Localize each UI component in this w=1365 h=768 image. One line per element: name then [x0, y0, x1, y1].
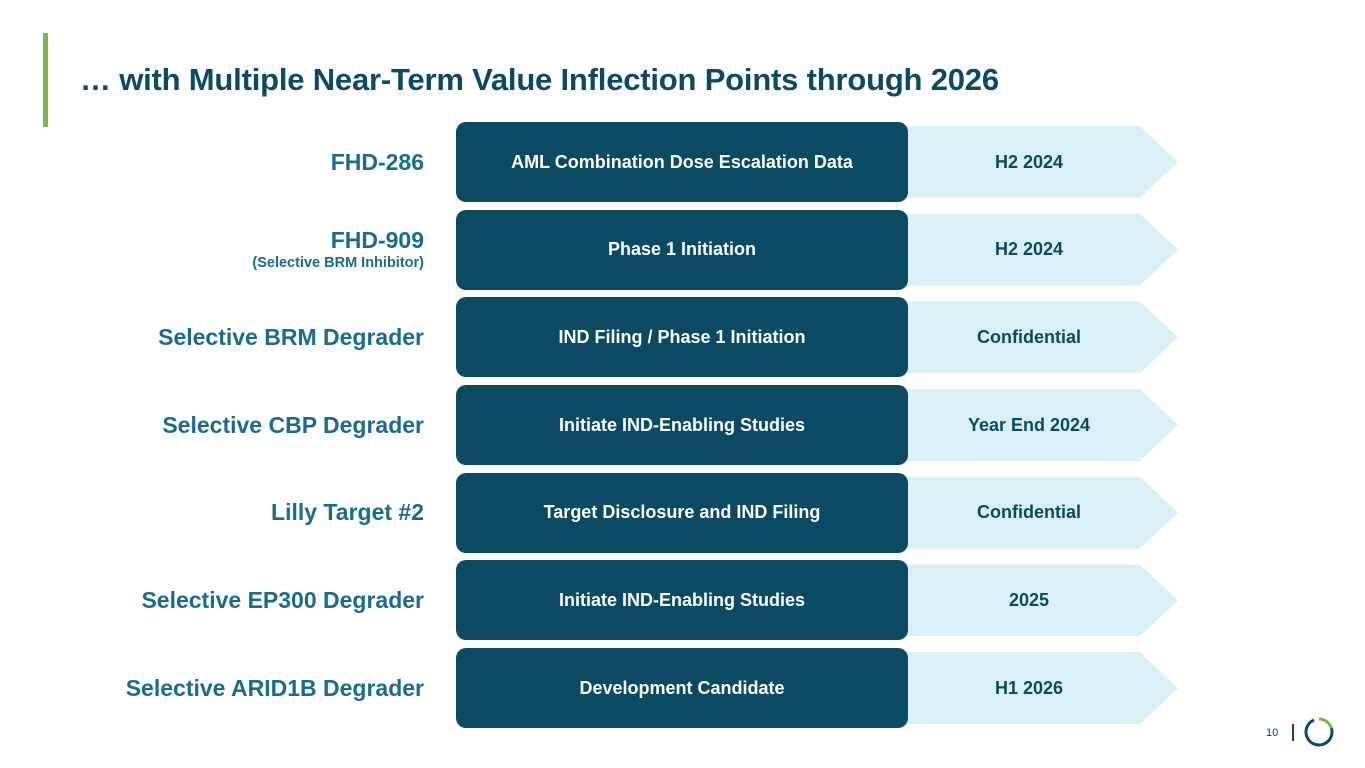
program-label: FHD-286	[331, 122, 424, 202]
program-label: Selective CBP Degrader	[162, 385, 424, 465]
timing-text: Confidential	[977, 502, 1081, 523]
timing-arrow	[860, 301, 1178, 374]
timing-text: H2 2024	[994, 151, 1064, 172]
milestone-row: Selective EP300 Degrader 2025 Initiate I…	[0, 560, 1365, 641]
title-accent-bar	[43, 33, 48, 127]
milestone-table: FHD-286 H2 2024 AML Combination Dose Esc…	[0, 122, 1365, 736]
program-name: Selective BRM Degrader	[158, 323, 424, 350]
program-subtitle: (Selective BRM Inhibitor)	[252, 254, 424, 271]
slide-title: … with Multiple Near-Term Value Inflecti…	[80, 62, 999, 97]
milestone-row: Selective CBP Degrader Year End 2024 Ini…	[0, 385, 1365, 466]
program-label: Lilly Target #2	[271, 473, 424, 553]
milestone-box: Phase 1 Initiation	[456, 209, 908, 290]
timing-arrow	[860, 126, 1178, 198]
milestone-row: FHD-909 (Selective BRM Inhibitor) H2 202…	[0, 209, 1365, 290]
program-label: Selective EP300 Degrader	[141, 560, 424, 640]
timing-text: Confidential	[977, 326, 1081, 347]
milestone-box: Target Disclosure and IND Filing	[456, 472, 908, 553]
milestone-box: Development Candidate	[456, 648, 908, 729]
milestone-row: Lilly Target #2 Confidential Target Disc…	[0, 472, 1365, 553]
milestone-row: Selective BRM Degrader Confidential IND …	[0, 297, 1365, 378]
milestone-row: Selective ARID1B Degrader H1 2026 Develo…	[0, 648, 1365, 729]
program-label: FHD-909 (Selective BRM Inhibitor)	[252, 210, 424, 290]
program-label: Selective BRM Degrader	[158, 297, 424, 377]
program-label: Selective ARID1B Degrader	[126, 648, 424, 728]
timing-arrow	[860, 564, 1178, 637]
program-name: Selective CBP Degrader	[162, 411, 424, 438]
program-name: FHD-909	[330, 226, 424, 253]
timing-text: Year End 2024	[967, 414, 1091, 435]
program-name: FHD-286	[330, 148, 424, 175]
timing-arrow	[860, 389, 1178, 462]
milestone-box: IND Filing / Phase 1 Initiation	[456, 297, 908, 378]
timing-arrow	[860, 652, 1178, 725]
timing-arrow	[860, 213, 1178, 286]
timing-text: H1 2026	[994, 677, 1064, 698]
program-name: Selective ARID1B Degrader	[125, 674, 424, 701]
timing-arrow	[860, 476, 1178, 549]
company-logo-icon	[1304, 717, 1334, 747]
program-name: Lilly Target #2	[271, 499, 424, 526]
milestone-box: Initiate IND-Enabling Studies	[456, 560, 908, 641]
page-number: 10	[1266, 727, 1279, 739]
milestone-box: AML Combination Dose Escalation Data	[456, 122, 908, 202]
milestone-row: FHD-286 H2 2024 AML Combination Dose Esc…	[0, 122, 1365, 202]
timing-text: 2025	[1008, 589, 1050, 610]
program-name: Selective EP300 Degrader	[141, 586, 424, 613]
footer-divider	[1292, 724, 1294, 741]
milestone-box: Initiate IND-Enabling Studies	[456, 385, 908, 466]
timing-text: H2 2024	[994, 239, 1064, 260]
